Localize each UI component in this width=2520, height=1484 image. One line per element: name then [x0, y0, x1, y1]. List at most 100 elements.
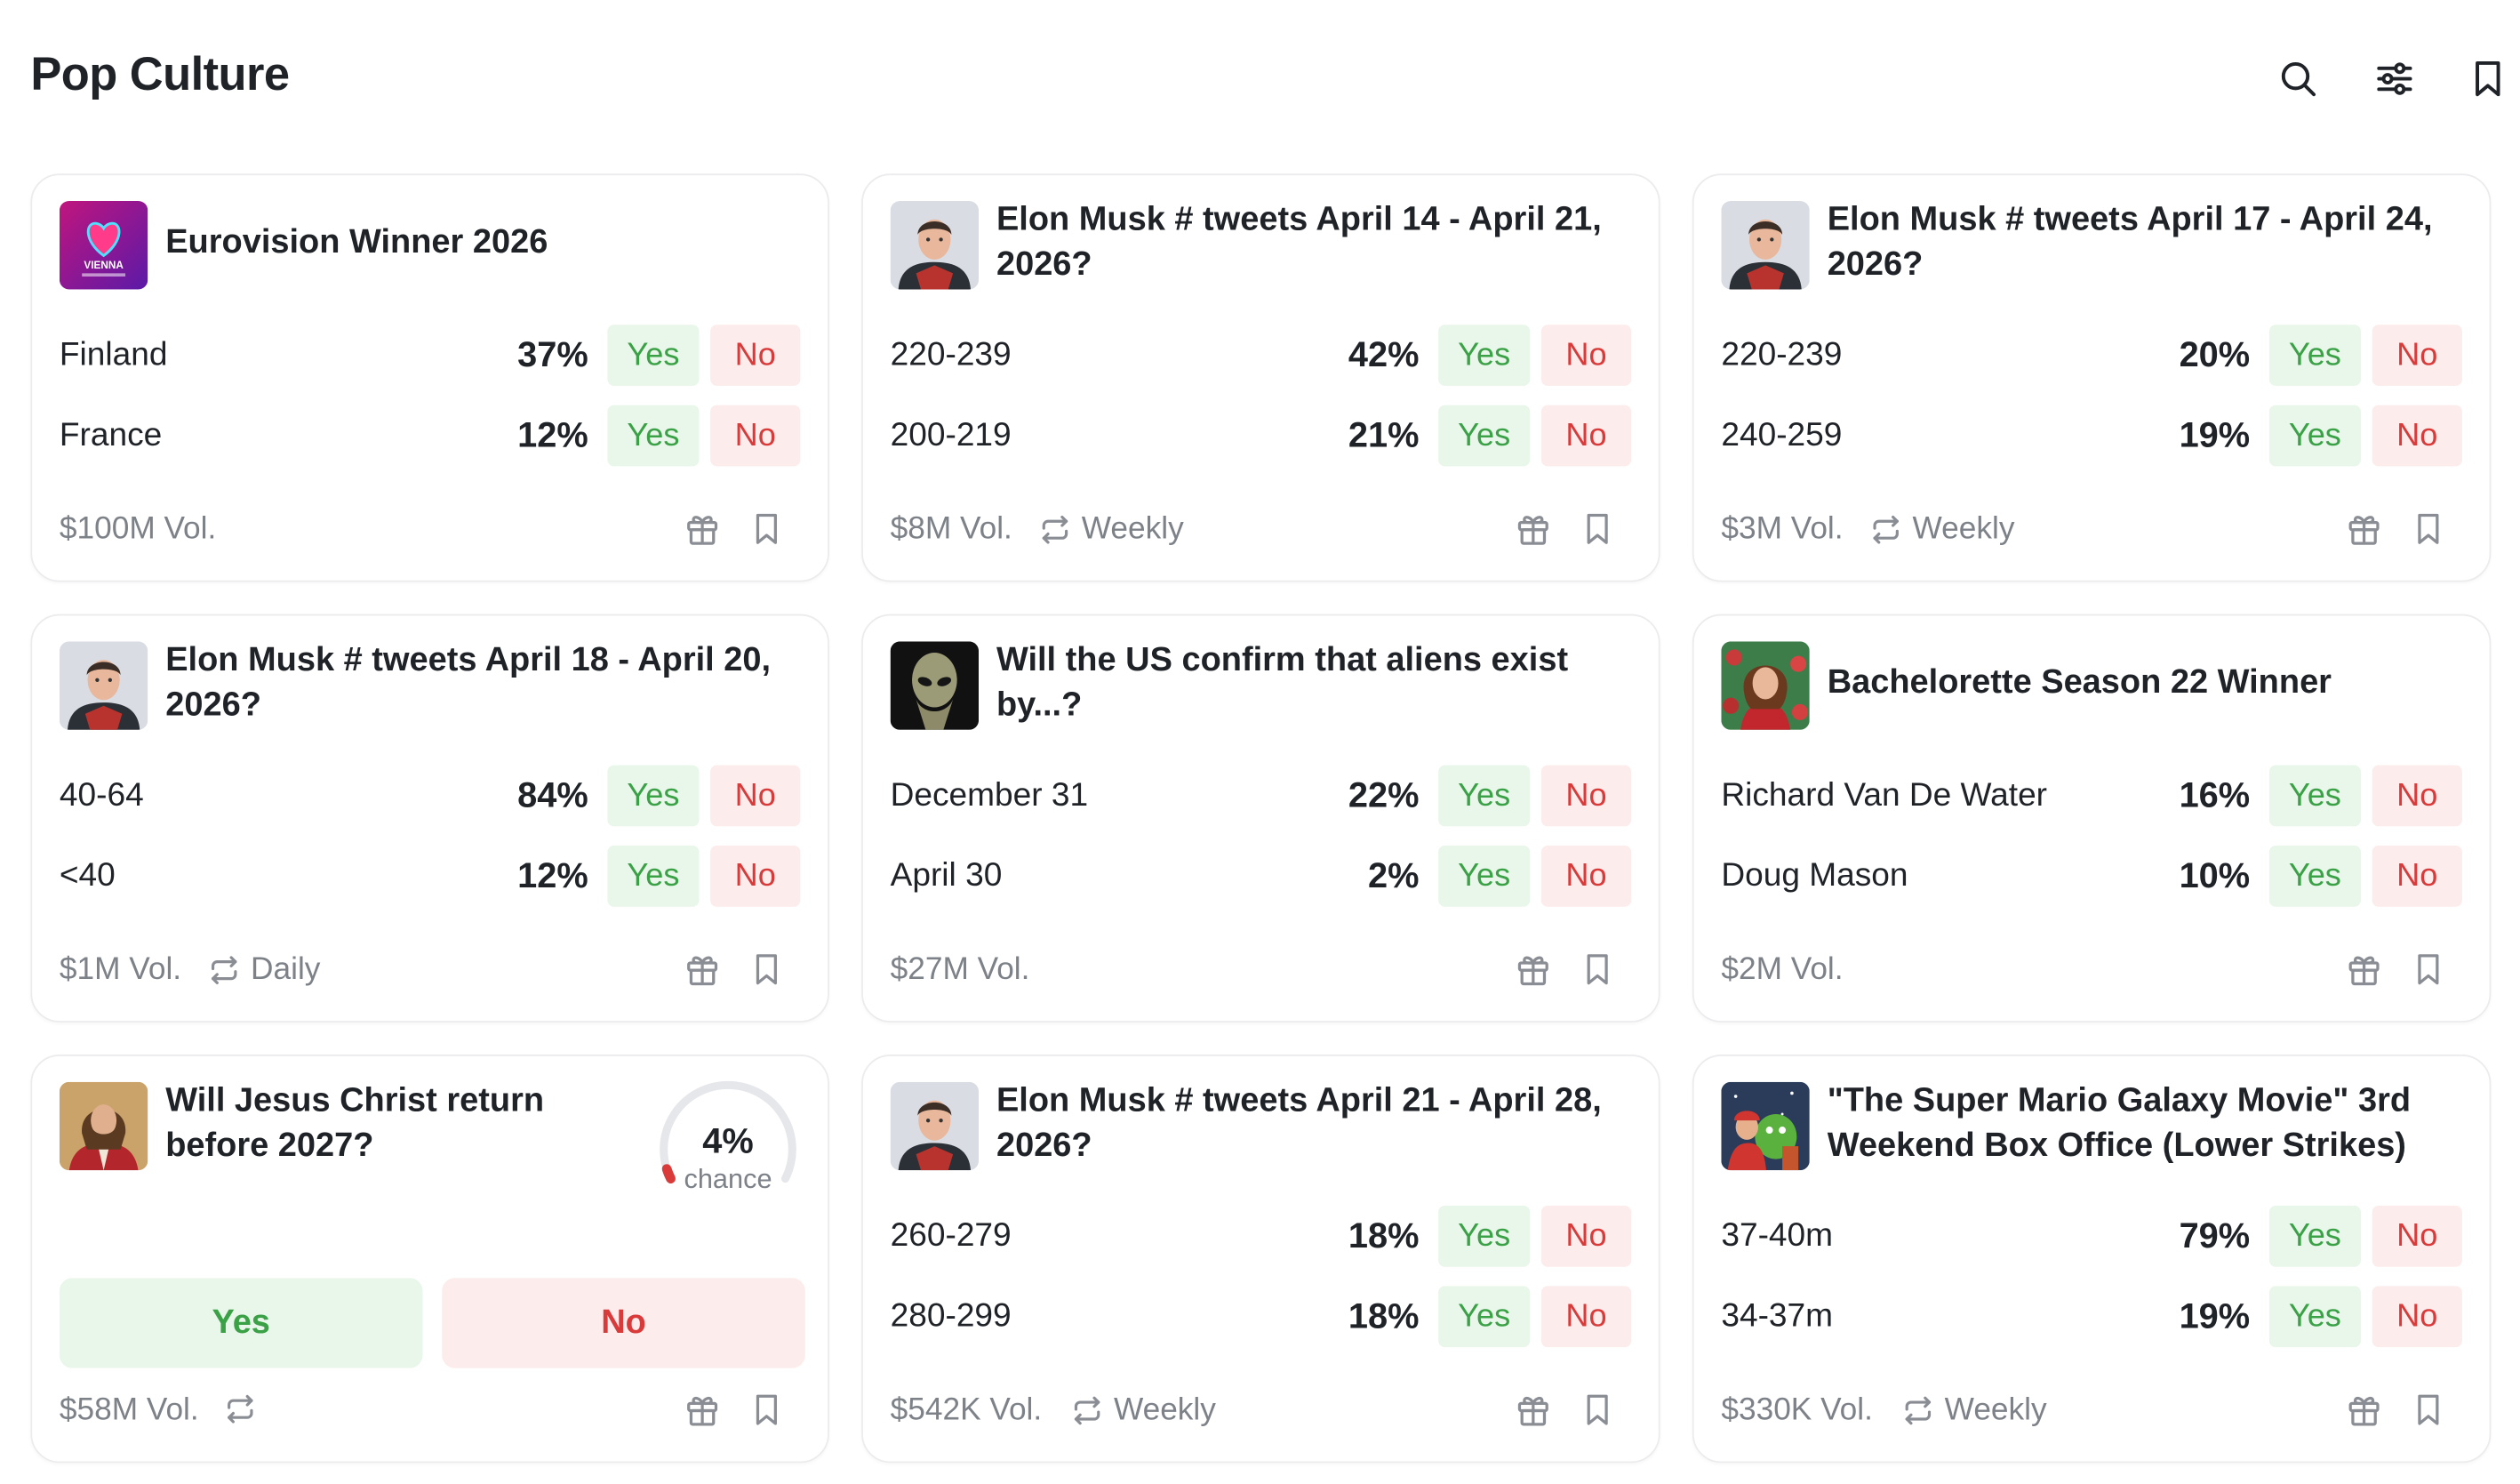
market-title[interactable]: Will Jesus Christ return before 2027? — [165, 1081, 545, 1164]
yes-button[interactable]: Yes — [1438, 1206, 1531, 1267]
outcome-label: 40-64 — [59, 776, 144, 814]
gift-icon[interactable] — [1512, 508, 1554, 549]
card-footer: $3M Vol. Weekly — [1721, 507, 2461, 552]
market-card[interactable]: Elon Musk # tweets April 14 - April 21, … — [861, 173, 1660, 582]
card-footer: $100M Vol. — [60, 507, 800, 552]
yes-button[interactable]: Yes — [59, 1278, 423, 1368]
volume-label: $330K Vol. — [1721, 1392, 1873, 1428]
header: Pop Culture — [30, 42, 2500, 113]
outcome-percentage: 79% — [2179, 1215, 2251, 1256]
yes-button[interactable]: Yes — [1438, 846, 1531, 907]
no-button[interactable]: No — [2372, 846, 2462, 907]
gift-icon[interactable] — [682, 949, 724, 991]
market-title[interactable]: Elon Musk # tweets April 18 - April 20, … — [165, 641, 772, 724]
no-button[interactable]: No — [2372, 1206, 2462, 1267]
gift-icon[interactable] — [2343, 949, 2385, 991]
outcome-row: 34-37m 19% Yes No — [1721, 1286, 2462, 1348]
yes-button[interactable]: Yes — [2268, 765, 2361, 827]
gift-icon[interactable] — [1512, 1389, 1554, 1431]
chance-value: 4% — [702, 1120, 754, 1161]
gift-icon[interactable] — [682, 508, 724, 549]
no-button[interactable]: No — [1540, 405, 1632, 467]
market-title[interactable]: Elon Musk # tweets April 17 - April 24, … — [1827, 201, 2433, 284]
bookmark-icon[interactable] — [2465, 56, 2510, 101]
market-card[interactable]: Elon Musk # tweets April 17 - April 24, … — [1692, 173, 2492, 582]
gift-icon[interactable] — [2343, 508, 2385, 549]
no-button[interactable]: No — [2372, 405, 2462, 467]
outcome-label: 220-239 — [1721, 335, 1843, 373]
market-title[interactable]: Bachelorette Season 22 Winner — [1827, 663, 2332, 702]
outcome-label: 280-299 — [890, 1297, 1012, 1335]
frequency-label: Weekly — [1912, 510, 2015, 547]
market-title[interactable]: Elon Musk # tweets April 21 - April 28, … — [996, 1081, 1602, 1164]
no-button[interactable]: No — [1540, 1286, 1632, 1348]
gift-icon[interactable] — [2343, 1389, 2385, 1431]
yes-button[interactable]: Yes — [1438, 325, 1531, 386]
no-button[interactable]: No — [1540, 325, 1632, 386]
bookmark-icon[interactable] — [746, 1389, 788, 1431]
frequency-label: Weekly — [1081, 510, 1184, 547]
yes-button[interactable]: Yes — [2268, 405, 2361, 467]
no-button[interactable]: No — [710, 846, 801, 907]
market-title[interactable]: "The Super Mario Galaxy Movie" 3rd Weeke… — [1827, 1081, 2412, 1164]
outcome-row: 37-40m 79% Yes No — [1721, 1206, 2462, 1267]
no-button[interactable]: No — [1540, 765, 1632, 827]
market-title[interactable]: Eurovision Winner 2026 — [165, 223, 548, 261]
outcome-row: 220-239 42% Yes No — [891, 325, 1632, 386]
bookmark-icon[interactable] — [746, 508, 788, 549]
outcome-row: Doug Mason 10% Yes No — [1721, 846, 2462, 907]
yes-button[interactable]: Yes — [1438, 1286, 1531, 1348]
bookmark-icon[interactable] — [1577, 508, 1619, 549]
market-card[interactable]: Elon Musk # tweets April 18 - April 20, … — [30, 614, 829, 1023]
yes-button[interactable]: Yes — [2268, 1286, 2361, 1348]
gift-icon[interactable] — [1512, 949, 1554, 991]
card-footer: $330K Vol. Weekly — [1721, 1387, 2461, 1432]
filter-sliders-icon[interactable] — [2372, 56, 2418, 101]
outcome-label: <40 — [59, 856, 116, 894]
outcome-percentage: 20% — [2179, 334, 2251, 375]
yes-button[interactable]: Yes — [2268, 325, 2361, 386]
market-card[interactable]: Bachelorette Season 22 Winner Richard Van… — [1692, 614, 2492, 1023]
market-card[interactable]: "The Super Mario Galaxy Movie" 3rd Weeke… — [1692, 1055, 2492, 1464]
gift-icon[interactable] — [682, 1389, 724, 1431]
yes-button[interactable]: Yes — [2268, 846, 2361, 907]
no-button[interactable]: No — [710, 405, 801, 467]
yes-button[interactable]: Yes — [2268, 1206, 2361, 1267]
no-button[interactable]: No — [710, 765, 801, 827]
outcome-percentage: 19% — [2179, 1295, 2251, 1336]
yes-button[interactable]: Yes — [1438, 405, 1531, 467]
frequency-label: Weekly — [1944, 1392, 2047, 1428]
eurovision-heart-logo-thumbnail: VIENNA — [59, 201, 148, 290]
search-icon[interactable] — [2276, 56, 2321, 101]
bookmark-icon[interactable] — [1577, 949, 1619, 991]
repeat-icon — [223, 1392, 267, 1426]
volume-label: $1M Vol. — [59, 951, 182, 988]
yes-button[interactable]: Yes — [607, 846, 700, 907]
bookmark-icon[interactable] — [746, 949, 788, 991]
yes-button[interactable]: Yes — [607, 325, 700, 386]
market-title[interactable]: Will the US confirm that aliens exist by… — [996, 641, 1569, 724]
jesus-portrait-thumbnail — [59, 1081, 148, 1171]
bookmark-icon[interactable] — [2407, 949, 2449, 991]
market-card[interactable]: Will Jesus Christ return before 2027? 4% c… — [30, 1055, 829, 1464]
yes-button[interactable]: Yes — [607, 405, 700, 467]
market-card[interactable]: Elon Musk # tweets April 21 - April 28, … — [861, 1055, 1660, 1464]
yes-button[interactable]: Yes — [607, 765, 700, 827]
no-button[interactable]: No — [442, 1278, 805, 1368]
yes-button[interactable]: Yes — [1438, 765, 1531, 827]
no-button[interactable]: No — [2372, 325, 2462, 386]
no-button[interactable]: No — [710, 325, 801, 386]
no-button[interactable]: No — [1540, 1206, 1632, 1267]
bookmark-icon[interactable] — [1577, 1389, 1619, 1431]
market-card[interactable]: Will the US confirm that aliens exist by… — [861, 614, 1660, 1023]
bookmark-icon[interactable] — [2407, 508, 2449, 549]
outcome-label: 260-279 — [890, 1216, 1012, 1255]
no-button[interactable]: No — [2372, 765, 2462, 827]
repeat-icon — [1869, 513, 1913, 547]
bookmark-icon[interactable] — [2407, 1389, 2449, 1431]
market-card[interactable]: VIENNA Eurovision Winner 2026 Finland 37% Ye… — [30, 173, 829, 582]
recurrence-indicator: Daily — [207, 951, 320, 989]
no-button[interactable]: No — [2372, 1286, 2462, 1348]
no-button[interactable]: No — [1540, 846, 1632, 907]
market-title[interactable]: Elon Musk # tweets April 14 - April 21, … — [996, 201, 1602, 284]
